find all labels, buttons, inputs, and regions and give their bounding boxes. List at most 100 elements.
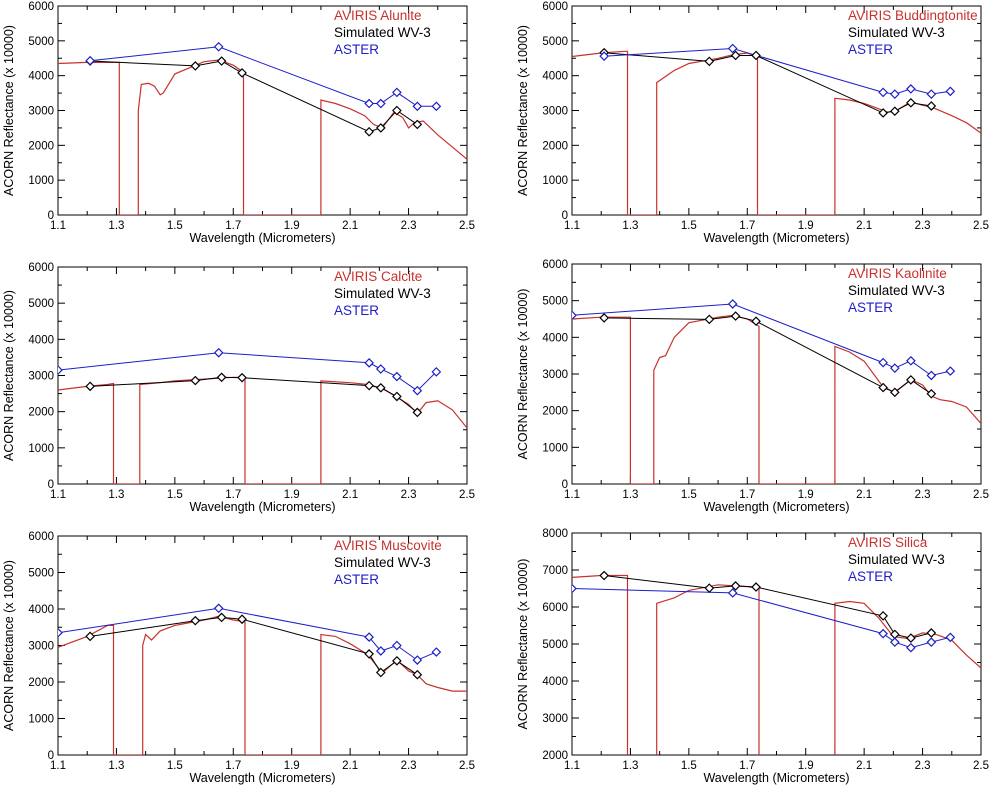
wv3-marker: [878, 382, 888, 393]
wv3-simulated-line: [604, 315, 932, 395]
wv3-marker: [926, 628, 937, 638]
legend-entry: ASTER: [334, 572, 379, 587]
wv3-marker: [412, 119, 423, 130]
y-tick-label: 1000: [542, 175, 568, 187]
aster-marker: [364, 632, 374, 642]
aster-marker: [727, 299, 738, 309]
x-tick-label: 1.5: [167, 220, 183, 232]
x-tick-label: 2.3: [401, 489, 417, 501]
chart-panel-3: 1.1 1.3 1.5 1.7 1.9 2.1 2.3 2.5 0 1000 2000 3000 400…: [2, 262, 475, 514]
wv3-marker: [751, 316, 761, 327]
y-tick-label: 0: [48, 210, 54, 222]
x-tick-label: 1.7: [739, 489, 755, 501]
legend-entry: Simulated WV-3: [848, 25, 945, 40]
legend-entry: AVIRIS Alunite: [334, 8, 422, 23]
aster-marker: [906, 355, 916, 366]
aster-marker: [431, 647, 442, 657]
aster-marker: [878, 87, 888, 98]
wv3-marker: [751, 582, 761, 592]
wv3-marker: [926, 101, 937, 111]
y-tick-label: 5000: [28, 298, 54, 310]
x-tick-label: 2.5: [459, 220, 475, 232]
wv3-marker: [751, 50, 761, 61]
y-axis-label: ACORN Reflectance (x 10000): [516, 25, 530, 196]
aviris-spectrum-line: [58, 615, 467, 755]
aviris-spectrum-line: [572, 314, 981, 484]
aster-marker: [58, 627, 63, 638]
x-tick-label: 1.9: [798, 760, 814, 772]
y-tick-label: 1000: [542, 442, 568, 454]
y-tick-label: 5000: [28, 568, 54, 580]
y-axis-label: ACORN Reflectance (x 10000): [516, 289, 530, 460]
y-axis-label: ACORN Reflectance (x 10000): [2, 560, 16, 731]
y-tick-label: 6000: [542, 602, 568, 614]
y-tick-label: 2000: [542, 140, 568, 152]
y-tick-label: 3000: [542, 713, 568, 725]
x-tick-label: 1.3: [108, 220, 124, 232]
wv3-marker: [216, 372, 227, 383]
x-axis-label: Wavelength (Micrometers): [189, 771, 335, 785]
aster-marker: [926, 637, 937, 647]
x-tick-label: 1.7: [225, 220, 241, 232]
wv3-marker: [412, 669, 423, 680]
wv3-marker: [704, 583, 715, 593]
x-tick-label: 1.5: [681, 760, 697, 772]
aster-marker: [926, 89, 937, 99]
wv3-marker: [375, 382, 386, 393]
aster-marker: [392, 371, 402, 382]
wv3-marker: [599, 313, 609, 323]
y-tick-label: 1000: [28, 443, 54, 455]
x-tick-label: 1.7: [225, 760, 241, 772]
aster-marker: [412, 385, 423, 396]
y-tick-label: 4000: [542, 332, 568, 344]
aster-marker: [392, 640, 402, 651]
wv3-marker: [412, 407, 423, 418]
aster-marker: [375, 646, 386, 656]
x-tick-label: 1.7: [739, 220, 755, 232]
x-tick-label: 1.9: [798, 220, 814, 232]
wv3-marker: [190, 61, 201, 71]
aster-marker: [727, 588, 738, 598]
legend-entry: Simulated WV-3: [334, 555, 431, 570]
y-tick-label: 6000: [28, 1, 54, 13]
aster-marker: [926, 370, 937, 381]
aster-marker: [889, 89, 900, 99]
y-tick-label: 8000: [542, 528, 568, 540]
x-tick-label: 2.3: [401, 760, 417, 772]
y-axis-label: ACORN Reflectance (x 10000): [2, 25, 16, 196]
wv3-simulated-line: [604, 52, 932, 114]
x-axis-label: Wavelength (Micrometers): [189, 500, 335, 514]
y-axis-label: ACORN Reflectance (x 10000): [2, 290, 16, 461]
aster-marker: [878, 357, 888, 368]
x-tick-label: 1.9: [284, 760, 300, 772]
plot-area: [572, 299, 981, 484]
legend-entry: ASTER: [848, 569, 893, 584]
aster-marker: [945, 86, 956, 97]
wv3-marker: [906, 375, 916, 385]
x-tick-label: 1.3: [108, 489, 124, 501]
x-tick-label: 2.1: [342, 489, 358, 501]
y-tick-label: 3000: [28, 371, 54, 383]
aviris-spectrum-line: [572, 50, 981, 215]
aster-marker: [213, 41, 224, 52]
y-tick-label: 6000: [28, 262, 54, 274]
legend-entry: ASTER: [848, 300, 893, 315]
aster-marker: [889, 363, 900, 373]
aster-marker: [727, 43, 738, 54]
wv3-marker: [237, 68, 247, 78]
x-tick-label: 1.5: [681, 220, 697, 232]
y-tick-label: 6000: [542, 1, 568, 13]
y-tick-label: 5000: [542, 36, 568, 48]
x-tick-label: 1.9: [798, 489, 814, 501]
wv3-marker: [392, 391, 402, 402]
y-axis-label: ACORN Reflectance (x 10000): [516, 559, 530, 730]
y-tick-label: 1000: [28, 175, 54, 187]
wv3-marker: [878, 611, 888, 621]
wv3-marker: [392, 655, 402, 666]
y-tick-label: 2000: [542, 750, 568, 762]
wv3-marker: [375, 123, 386, 133]
aster-marker: [213, 603, 224, 614]
x-tick-label: 2.3: [915, 760, 931, 772]
aster-marker: [599, 51, 609, 62]
